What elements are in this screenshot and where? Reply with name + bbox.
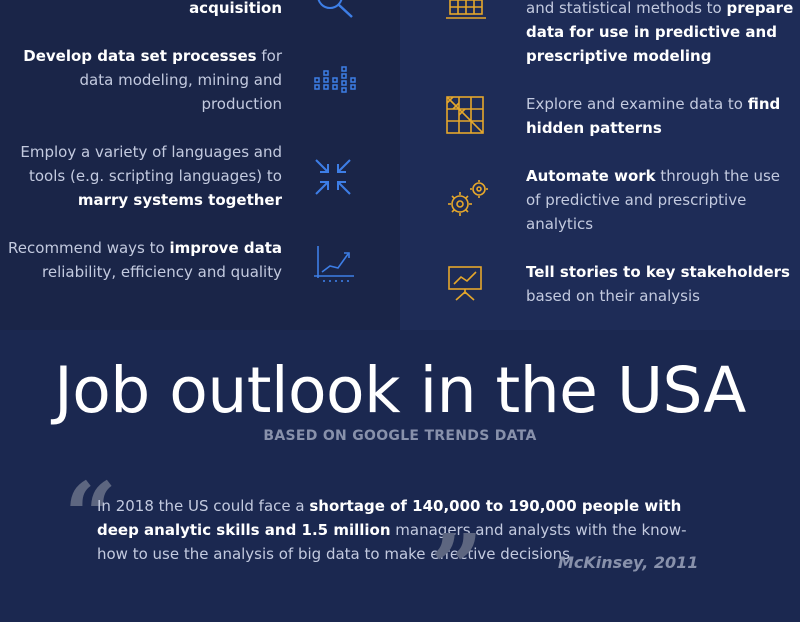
duty-acquisition: acquisition	[2, 0, 282, 20]
grid-chart-icon	[446, 0, 486, 19]
quote-highlight: shortage of 140,000 to 190,000 people wi…	[97, 497, 682, 539]
quote-close-mark: ”	[430, 514, 483, 622]
job-outlook-subtitle: BASED ON GOOGLE TRENDS DATA	[263, 428, 537, 444]
duty-text: Explore and examine data to	[526, 95, 748, 113]
duties-section: acquisition Develop data set processes f…	[0, 0, 800, 330]
duty-highlight: Develop data set processes	[23, 47, 257, 65]
duty-text: Employ a variety of languages and tools …	[20, 143, 282, 185]
duties-right-column: and statistical methods to prepare data …	[400, 0, 800, 330]
quote-citation: McKinsey, 2011	[558, 553, 699, 572]
duty-data-set-processes: Develop data set processes for data mode…	[2, 44, 282, 116]
duty-prepare-data: and statistical methods to prepare data …	[526, 0, 796, 68]
duty-text: and statistical methods to	[526, 0, 727, 17]
grid-diagonal-icon	[446, 96, 484, 134]
duty-automate-work: Automate work through the use of predict…	[526, 164, 796, 236]
duty-highlight: marry systems together	[77, 191, 282, 209]
duty-highlight: prepare data for use in predictive and p…	[526, 0, 794, 65]
quote-text: managers and analysts with the know-how …	[97, 521, 687, 563]
magnifier-icon	[317, 0, 353, 18]
gears-icon	[448, 180, 488, 216]
duty-find-patterns: Explore and examine data to find hidden …	[526, 92, 796, 140]
duties-left-column: acquisition Develop data set processes f…	[0, 0, 400, 330]
duty-text: Recommend ways to	[8, 239, 170, 257]
duty-highlight: acquisition	[189, 0, 282, 17]
quote-open-mark: “	[64, 462, 117, 570]
duty-text: through the use of predictive and prescr…	[526, 167, 781, 233]
mckinsey-quote: In 2018 the US could face a shortage of …	[97, 494, 687, 566]
arrows-inward-icon	[315, 159, 351, 195]
quote-text: In 2018 the US could face a	[97, 497, 310, 515]
job-outlook-title: Job outlook in the USA	[54, 354, 746, 427]
presentation-board-icon	[448, 266, 482, 301]
duty-text: for data modeling, mining and production	[79, 47, 282, 113]
duty-text: reliability, efficiency and quality	[42, 263, 282, 281]
duty-highlight: Automate work	[526, 167, 656, 185]
duty-tell-stories: Tell stories to key stakeholders based o…	[526, 260, 796, 308]
trend-chart-icon	[314, 246, 354, 282]
duty-text: based on their analysis	[526, 287, 700, 305]
bar-dots-icon	[314, 66, 356, 93]
duty-highlight: find hidden patterns	[526, 95, 781, 137]
duty-highlight: improve data	[169, 239, 282, 257]
duty-highlight: Tell stories to key stakeholders	[526, 263, 790, 281]
duty-marry-systems: Employ a variety of languages and tools …	[2, 140, 282, 212]
duty-improve-data: Recommend ways to improve data reliabili…	[2, 236, 282, 284]
